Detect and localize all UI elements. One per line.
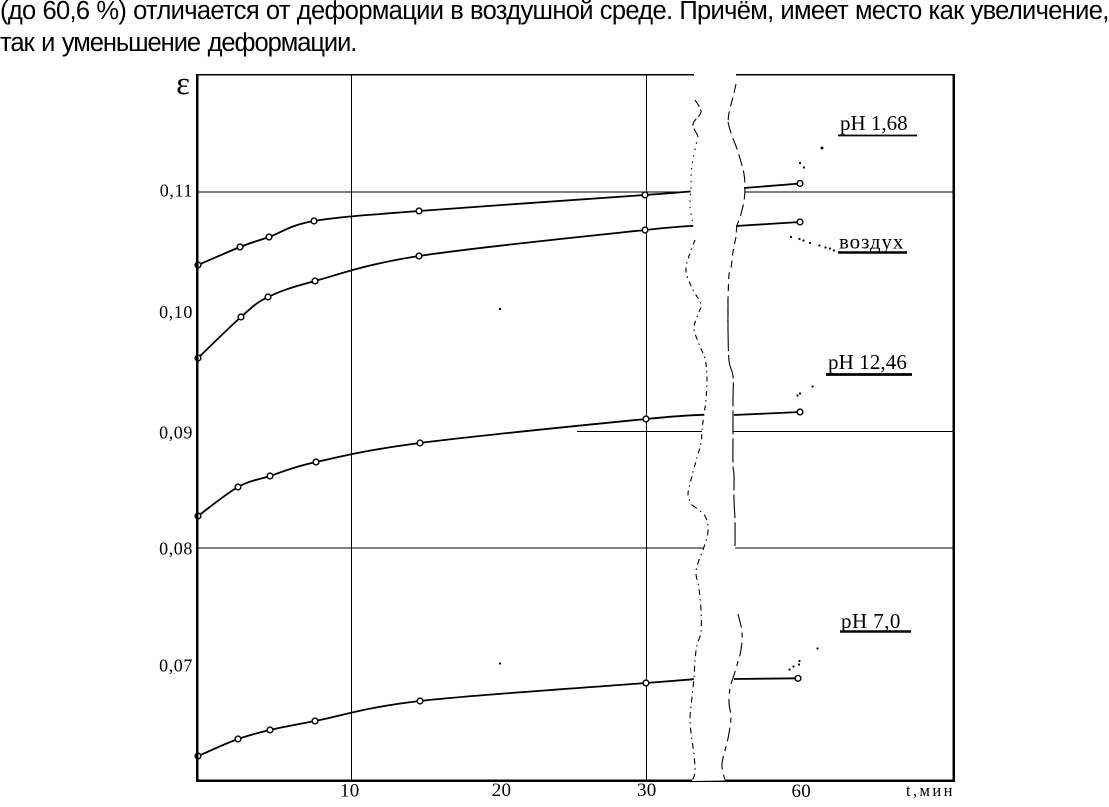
svg-text:30: 30 bbox=[637, 780, 657, 801]
svg-text:ε: ε bbox=[176, 66, 190, 102]
svg-text:10: 10 bbox=[340, 780, 360, 801]
svg-text:0,08: 0,08 bbox=[159, 539, 193, 559]
svg-text:0,07: 0,07 bbox=[159, 656, 193, 676]
svg-text:pH 7,0: pH 7,0 bbox=[841, 609, 901, 633]
svg-text:0,09: 0,09 bbox=[159, 423, 193, 443]
svg-text:воздух: воздух bbox=[839, 230, 904, 254]
svg-text:60: 60 bbox=[791, 781, 811, 802]
svg-text:pH 12,46: pH 12,46 bbox=[828, 350, 907, 374]
svg-text:0,11: 0,11 bbox=[160, 181, 193, 201]
svg-text:t,мин: t,мин bbox=[906, 781, 955, 800]
svg-text:20: 20 bbox=[492, 780, 512, 801]
svg-text:0,10: 0,10 bbox=[159, 302, 193, 322]
svg-text:pH 1,68: pH 1,68 bbox=[840, 111, 908, 135]
